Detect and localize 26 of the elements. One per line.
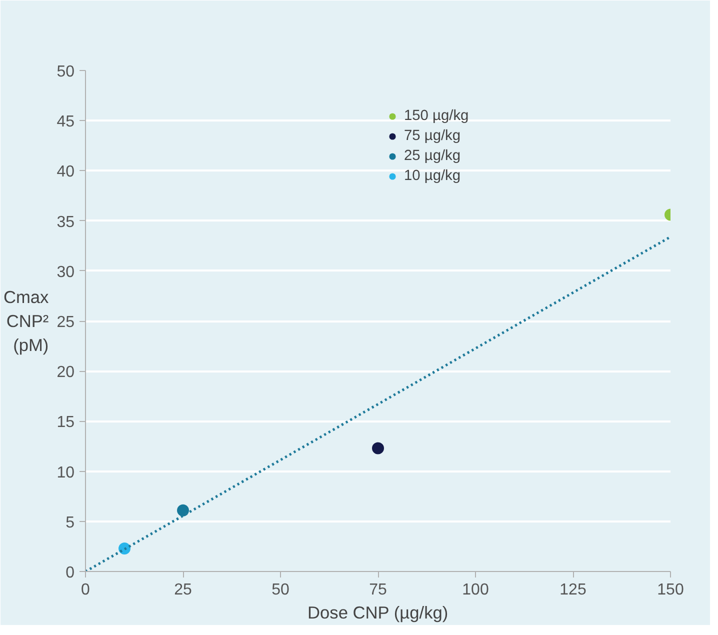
y-tick-label: 20 [56,364,75,382]
legend-label: 10 µg/kg [404,168,461,184]
x-tick-label: 75 [369,582,387,598]
point [372,442,384,454]
x-tick-label: 150 [657,582,684,598]
y-tick-label: 5 [66,514,75,532]
legend-label: 25 µg/kg [404,148,461,164]
legend-label: 75 µg/kg [404,128,461,144]
y-axis-title: Cmax CNP² (pM) [3,287,50,355]
y-tick-label: 40 [56,164,75,181]
x-tick-label: 0 [81,582,90,598]
y-tick-label: 30 [56,264,75,281]
y-tick-label: 10 [56,464,75,482]
x-tick-label: 100 [462,582,489,598]
x-tick-label: 50 [272,582,290,598]
y-tick-label: 45 [56,114,75,131]
point [177,504,189,516]
x-tick-label: 25 [174,582,192,598]
y-tick-label: 25 [56,314,75,331]
y-tick-label: 35 [56,214,75,231]
legend-label: 150 µg/kg [404,108,469,124]
y-tick-label: 50 [56,64,75,80]
y-tick-label: 0 [66,564,75,582]
x-tick-label: 125 [560,582,586,598]
y-tick-label: 15 [56,414,75,432]
x-axis-title: Dose CNP (µg/kg) [308,602,448,622]
